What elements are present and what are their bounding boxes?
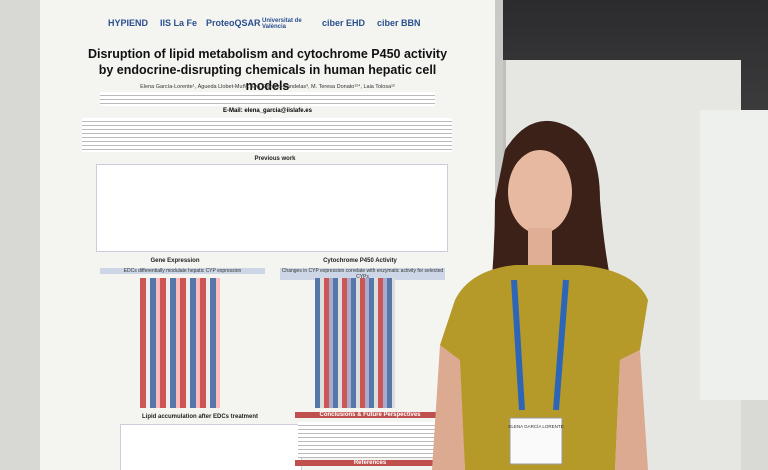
affiliations (100, 92, 435, 106)
section-heading: Previous work (254, 156, 296, 162)
previous-work-panel (96, 164, 448, 252)
logo: ciber EHD (322, 18, 366, 28)
logo: Universitat de València (262, 18, 302, 30)
email: E-Mail: elena_garcia@iislafe.es (223, 108, 312, 114)
conclusions (298, 422, 443, 458)
neck (528, 228, 552, 268)
lipid-panel (120, 424, 302, 470)
badge-name: ELENA GARCÍA LORENTE (508, 423, 563, 429)
section-heading: Lipid accumulation after EDCs treatment (141, 414, 259, 420)
authors: Elena García-Lorente¹, Águeda Llobet-Muñ… (140, 84, 395, 90)
logo: HYPIEND (108, 18, 149, 28)
section-heading: Conclusions & Future Perspectives (295, 412, 445, 418)
far-board (700, 110, 768, 400)
logo: ciber BBN (377, 18, 421, 28)
heatmap (315, 278, 395, 408)
heatmap (140, 278, 220, 408)
section-heading: Gene Expression (150, 258, 200, 264)
poster: HYPIEND IIS La Fe ProteoQSAR Universitat… (40, 0, 503, 470)
lanyard (511, 279, 569, 411)
left-board (0, 0, 40, 470)
section-subtitle: Changes in CYP expression correlate with… (280, 268, 445, 280)
arms (432, 345, 648, 470)
logo: IIS La Fe (160, 18, 198, 28)
introduction (82, 118, 452, 152)
logo: ProteoQSAR (206, 18, 261, 28)
section-subtitle: EDCs differentially modulate hepatic CYP… (100, 268, 265, 274)
section-heading: Cytochrome P450 Activity (323, 258, 397, 264)
section-heading: References (295, 460, 445, 466)
badge (509, 417, 563, 465)
top (440, 265, 648, 470)
face (508, 150, 572, 234)
poster-title: Disruption of lipid metabolism and cytoc… (87, 47, 448, 93)
